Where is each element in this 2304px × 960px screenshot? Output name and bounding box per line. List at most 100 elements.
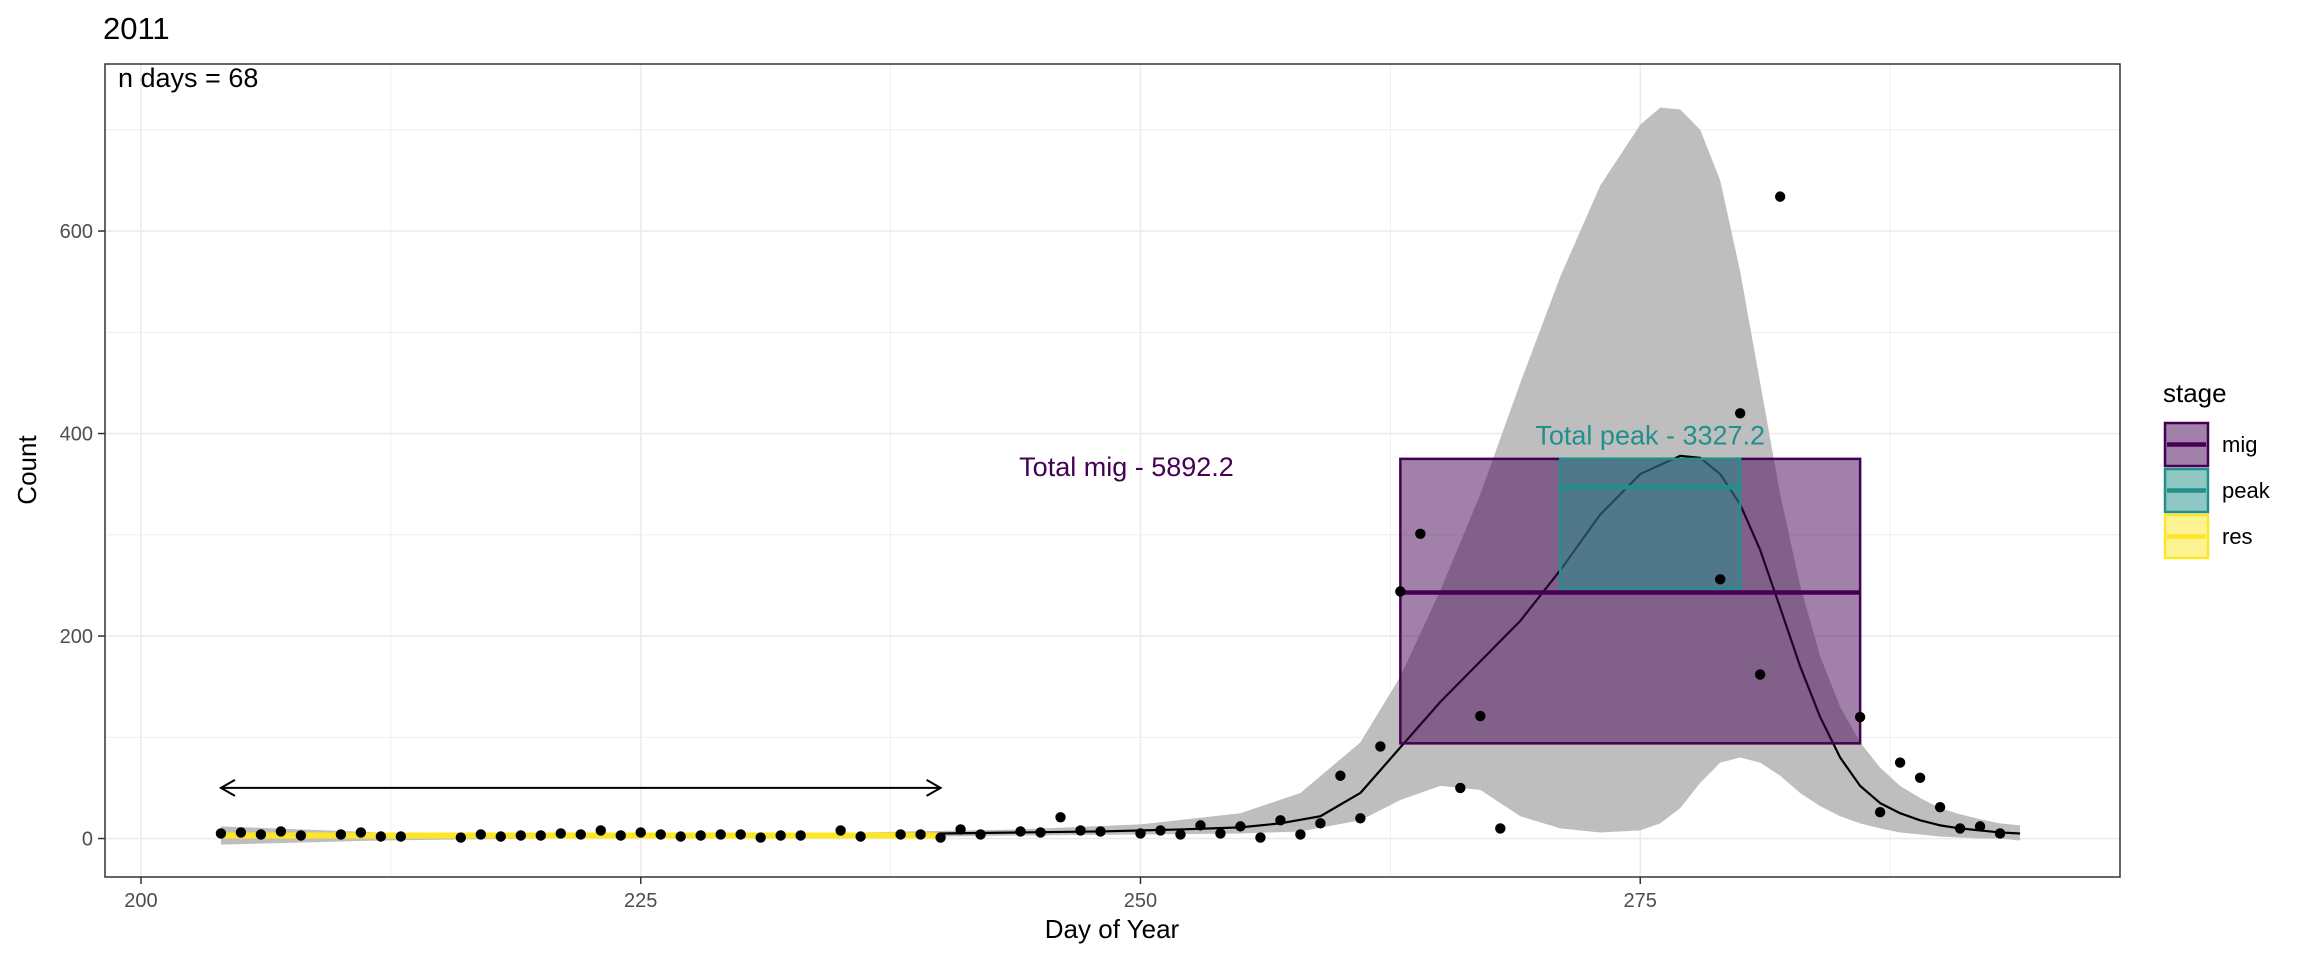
- y-tick-label: 0: [82, 829, 93, 851]
- data-point: [275, 826, 287, 837]
- legend-entry-mig: mig: [2163, 421, 2257, 468]
- data-point: [555, 828, 566, 839]
- annotation-peak: Total peak - 3327.2: [1535, 421, 1765, 451]
- data-point: [1874, 807, 1886, 818]
- y-axis-ticks: 0 200 400 600: [60, 221, 105, 851]
- data-point: [915, 829, 926, 840]
- data-point: [1455, 782, 1466, 794]
- data-point: [1335, 770, 1346, 781]
- data-point: [655, 829, 666, 840]
- data-point: [735, 829, 746, 840]
- data-point: [855, 831, 866, 842]
- legend-label-peak: peak: [2222, 478, 2271, 503]
- data-point: [535, 830, 546, 841]
- annotation-mig: Total mig - 5892.2: [1019, 452, 1234, 482]
- legend-title: stage: [2163, 378, 2227, 408]
- arrow-head-left: [218, 779, 236, 797]
- data-point: [1495, 823, 1506, 834]
- data-point: [335, 829, 347, 840]
- data-point: [1075, 825, 1086, 836]
- x-axis-ticks: 200 225 250 275: [124, 877, 1657, 912]
- data-point: [615, 830, 626, 841]
- data-point: [795, 830, 806, 841]
- data-point: [1954, 823, 1966, 834]
- data-point: [635, 827, 646, 838]
- data-point: [1994, 828, 2006, 839]
- data-point: [1714, 574, 1726, 585]
- data-point: [495, 831, 507, 842]
- data-point: [775, 830, 786, 841]
- data-point: [1774, 191, 1786, 202]
- data-point: [515, 830, 526, 841]
- data-point: [935, 832, 946, 843]
- data-point: [1255, 832, 1266, 843]
- data-point: [1375, 741, 1386, 752]
- data-point: [595, 825, 606, 836]
- box-peak: [1559, 457, 1742, 590]
- data-point: [255, 829, 267, 840]
- data-point: [1415, 528, 1426, 539]
- legend: stage mig peak res: [2163, 378, 2271, 560]
- data-point: [375, 831, 387, 842]
- data-point: [1055, 812, 1066, 823]
- data-point: [1395, 586, 1406, 597]
- x-tick-label: 225: [624, 890, 657, 912]
- stage-boxes: [1399, 457, 1862, 745]
- data-point: [1135, 828, 1146, 839]
- data-point: [355, 827, 367, 838]
- data-point: [1894, 757, 1906, 768]
- data-point: [1195, 820, 1206, 831]
- data-point: [475, 829, 487, 840]
- data-point: [1215, 828, 1226, 839]
- data-point: [1754, 669, 1766, 680]
- data-point: [1734, 408, 1746, 419]
- data-point: [1095, 826, 1106, 837]
- data-point: [1355, 813, 1366, 824]
- arrow-head-right: [926, 779, 943, 797]
- y-axis-title: Count: [12, 435, 42, 505]
- data-point: [955, 824, 966, 835]
- y-tick-label: 600: [60, 221, 93, 243]
- data-point: [1315, 818, 1326, 829]
- data-point: [1275, 815, 1286, 826]
- n-days-label: n days = 68: [118, 63, 258, 93]
- legend-entry-res: res: [2163, 513, 2253, 560]
- data-point: [1974, 821, 1986, 832]
- data-point: [975, 829, 986, 840]
- data-point: [695, 830, 706, 841]
- data-point: [455, 832, 467, 843]
- data-point: [715, 829, 726, 840]
- data-point: [1155, 825, 1166, 836]
- data-point: [1015, 826, 1026, 837]
- data-point: [835, 825, 846, 836]
- data-point: [295, 830, 307, 841]
- plot-title: 2011: [103, 11, 170, 46]
- y-tick-label: 400: [60, 424, 93, 446]
- x-tick-label: 200: [124, 890, 157, 912]
- plot-border: [104, 63, 2121, 878]
- data-point: [755, 832, 766, 843]
- x-axis-title: Day of Year: [1045, 914, 1180, 944]
- data-point: [215, 828, 227, 839]
- data-point: [895, 829, 906, 840]
- data-point: [235, 827, 247, 838]
- data-point: [575, 829, 586, 840]
- data-point: [1295, 829, 1306, 840]
- data-points: [215, 191, 2006, 843]
- x-tick-label: 250: [1124, 890, 1157, 912]
- data-point: [1934, 801, 1946, 813]
- data-point: [1235, 821, 1246, 832]
- data-point: [1854, 711, 1866, 723]
- duration-arrow: [218, 779, 943, 797]
- box-annotations: Total mig - 5892.2 Total peak - 3327.2: [1019, 421, 1765, 482]
- data-point: [1475, 710, 1486, 722]
- y-tick-label: 200: [60, 626, 93, 648]
- legend-entry-peak: peak: [2163, 467, 2271, 514]
- data-point: [1035, 827, 1046, 838]
- x-tick-label: 275: [1624, 890, 1657, 912]
- data-point: [675, 831, 686, 842]
- data-point: [1175, 829, 1186, 840]
- data-point: [1914, 772, 1926, 783]
- legend-label-res: res: [2222, 524, 2253, 549]
